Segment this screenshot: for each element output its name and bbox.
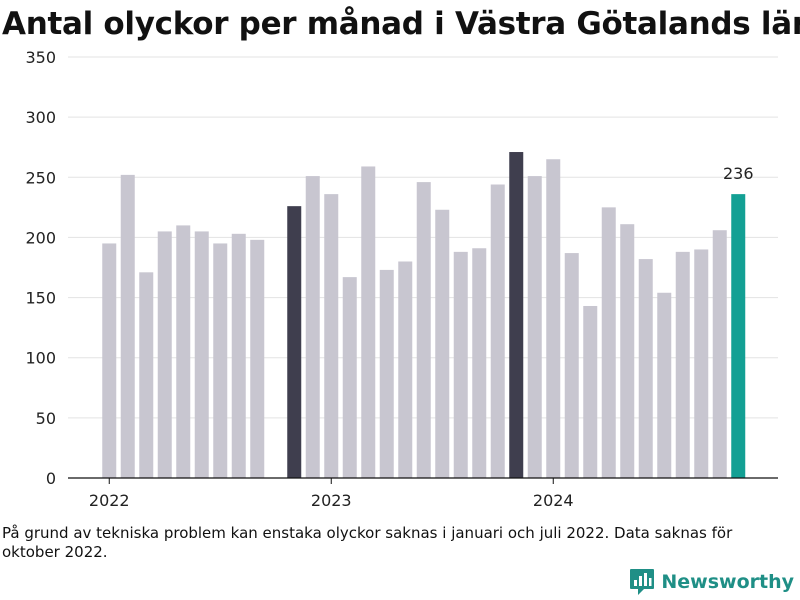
bar-2024-08 [675,251,690,478]
bar-2022-11 [287,206,302,478]
bar-chart: 0 50 100 150 200 250 300 350 236 2022 2023 2024 [25,48,778,510]
bar-2023-03 [361,166,376,478]
bar-2023-12 [527,176,542,478]
bar-2024-06 [638,259,653,478]
data-label-2024-11: 236 [723,164,754,183]
bar-2023-05 [398,261,413,478]
bar-2022-02 [120,174,135,478]
bar-2024-07 [657,292,672,478]
bar-2022-09 [250,239,265,478]
y-tick-label: 250 [25,168,56,187]
y-tick-label: 300 [25,108,56,127]
y-axis-ticks: 0 50 100 150 200 250 300 350 [25,48,56,488]
bar-2023-04 [379,269,394,478]
bar-2023-06 [416,182,431,478]
bar-2023-01 [324,194,339,478]
bar-2023-10 [490,184,505,478]
bar-2024-01 [546,159,561,478]
data-labels: 236 [723,164,754,183]
bar-2024-02 [564,253,579,478]
bar-2024-03 [583,305,598,478]
y-tick-label: 0 [46,469,56,488]
newsworthy-brand[interactable]: Newsworthy [629,568,794,596]
bar-chart-logo-icon [630,569,655,595]
y-tick-label: 150 [25,289,56,308]
bar-2023-09 [472,248,487,478]
y-tick-label: 200 [25,228,56,247]
bar-2023-07 [435,209,450,478]
bar-2024-09 [694,249,709,478]
x-tick-label: 2023 [311,491,352,510]
bar-2022-08 [231,233,246,478]
footnote: På grund av tekniska problem kan enstaka… [2,524,733,561]
bar-2024-04 [601,207,616,478]
chart-title: Antal olyckor per månad i Västra Götalan… [2,6,800,42]
x-tick-label: 2024 [533,491,574,510]
y-tick-label: 350 [25,48,56,67]
bar-2022-12 [305,176,320,478]
bar-2023-11 [509,152,524,479]
bar-2023-02 [342,277,357,478]
y-tick-label: 50 [36,409,56,428]
bar-2023-08 [453,251,468,478]
bar-2024-10 [712,230,727,478]
bar-2024-11 [731,194,746,478]
bar-2022-01 [102,243,117,478]
bar-2022-05 [176,225,191,478]
bar-2022-03 [139,272,154,478]
brand-name: Newsworthy [661,571,794,593]
bar-2024-05 [620,224,635,478]
bar-2022-06 [194,231,209,478]
y-tick-label: 100 [25,349,56,368]
bar-2022-04 [157,231,172,478]
x-tick-label: 2022 [89,491,130,510]
x-axis-ticks: 2022 2023 2024 [89,478,574,510]
bar-2022-07 [213,243,228,478]
bars [102,152,746,479]
